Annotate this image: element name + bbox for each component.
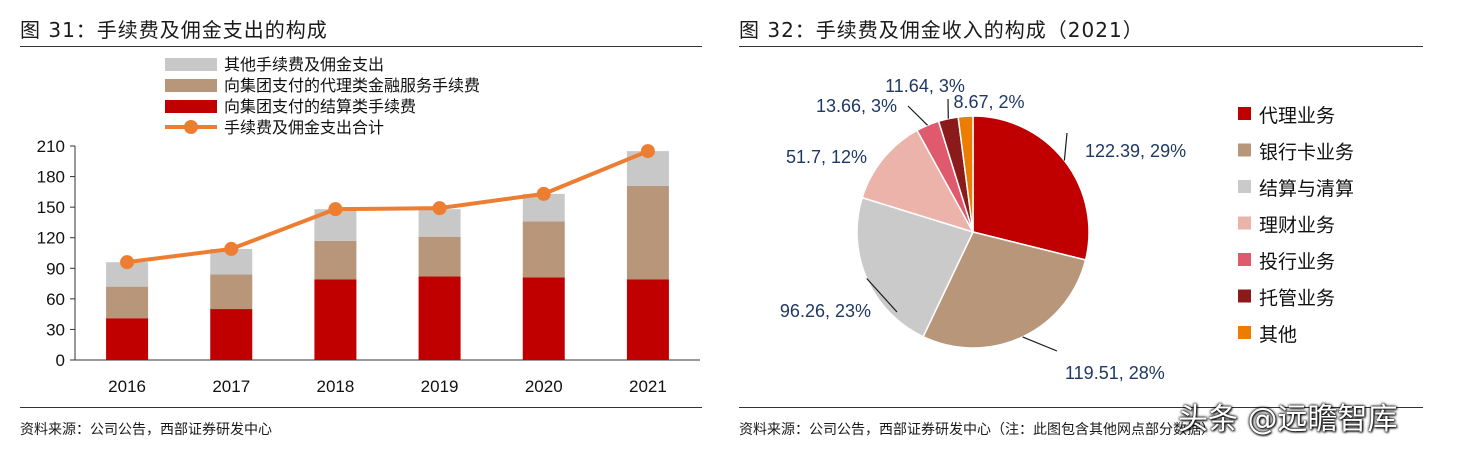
pie-slice	[972, 115, 1090, 261]
legend-swatch	[1238, 107, 1251, 120]
x-tick-label: 2018	[317, 377, 355, 396]
legend-label: 向集团支付的代理类金融服务手续费	[224, 77, 480, 95]
total-point	[432, 201, 447, 216]
legend-label: 向集团支付的结算类手续费	[224, 97, 416, 116]
legend-label: 托管业务	[1259, 288, 1335, 310]
source-rule	[739, 407, 1423, 408]
legend-swatch	[1238, 216, 1251, 230]
leader-line	[1063, 132, 1068, 161]
bar-segment	[522, 221, 565, 278]
legend-label: 结算与清算	[1259, 178, 1354, 200]
legend-swatch	[165, 100, 217, 113]
legend-label: 代理业务	[1259, 105, 1335, 127]
bar-segment	[522, 277, 565, 360]
total-point	[328, 202, 343, 217]
x-tick-label: 2020	[525, 377, 563, 396]
legend-swatch	[1238, 143, 1251, 157]
pie-slice	[957, 115, 974, 233]
x-tick-label: 2019	[421, 377, 459, 396]
y-tick-label: 30	[46, 320, 65, 339]
income-chart-panel: 图 32：手续费及佣金收入的构成（2021） 122.39, 29% 119.51…	[735, 0, 1464, 449]
total-point	[224, 241, 239, 256]
total-point	[640, 144, 655, 159]
y-tick-label: 120	[37, 229, 65, 248]
y-tick-label: 150	[37, 198, 65, 217]
legend-point-swatch	[184, 120, 198, 134]
legend-swatch	[165, 79, 217, 92]
y-tick-label: 60	[46, 290, 65, 309]
income-chart-title: 图 32：手续费及佣金收入的构成（2021）	[739, 18, 1144, 42]
x-tick-label: 2017	[212, 377, 250, 396]
source-rule	[20, 407, 702, 408]
slice-data-label: 51.7, 12%	[786, 147, 867, 167]
slice-data-label: 13.66, 3%	[816, 96, 897, 116]
slice-data-label: 11.64, 3%	[885, 76, 965, 96]
expense-chart-title: 图 31：手续费及佣金支出的构成	[20, 18, 328, 42]
legend-label: 理财业务	[1259, 215, 1335, 237]
legend-label: 其他	[1259, 324, 1297, 346]
bar-segment	[418, 276, 461, 360]
slice-data-label: 96.26, 23%	[780, 301, 871, 321]
pie-slice	[922, 231, 1087, 349]
bar-segment	[314, 240, 357, 280]
x-tick-label: 2016	[108, 377, 146, 396]
expense-chart-source: 资料来源：公司公告，西部证券研发中心	[20, 422, 272, 438]
y-tick-label: 0	[56, 351, 65, 370]
watermark: 头条 @远瞻智库	[1178, 402, 1398, 437]
legend-swatch	[165, 58, 217, 71]
bar-segment	[106, 318, 149, 360]
income-pie-chart: 122.39, 29% 119.51, 28% 96.26, 23% 51.7, 12…	[780, 76, 1354, 383]
total-line	[126, 149, 649, 265]
slice-data-label: 122.39, 29%	[1085, 141, 1186, 161]
bar-segment	[314, 279, 357, 360]
y-tick-label: 210	[37, 137, 65, 156]
total-point	[120, 255, 135, 270]
legend-swatch	[1238, 253, 1251, 266]
legend-swatch	[1238, 180, 1251, 193]
bar-segment	[106, 286, 149, 319]
total-point	[536, 186, 551, 201]
slice-data-label: 119.51, 28%	[1065, 363, 1165, 383]
pie-slice	[861, 129, 975, 234]
y-tick-label: 90	[46, 259, 65, 278]
leader-line	[866, 278, 898, 313]
legend-label: 投行业务	[1259, 251, 1335, 273]
legend-label: 其他手续费及佣金支出	[224, 56, 384, 74]
leader-line	[907, 105, 928, 126]
bar-segment	[626, 279, 669, 360]
income-chart-source: 资料来源：公司公告，西部证券研发中心（注：此图包含其他网点部分数据）	[739, 422, 1215, 438]
expense-stacked-bar-chart: 0 30 60 90 120 150 180 210 2016 2017 2018 2019 2020 2…	[37, 56, 700, 396]
legend-swatch	[1238, 289, 1251, 303]
legend-swatch	[1238, 326, 1251, 339]
title-rule	[20, 46, 702, 47]
y-tick-label: 180	[37, 168, 65, 187]
legend-label: 银行卡业务	[1259, 142, 1354, 164]
bar-segment	[626, 185, 669, 280]
slice-data-label: 8.67, 2%	[953, 92, 1024, 112]
x-tick-label: 2021	[629, 377, 667, 396]
bar-segment	[210, 274, 253, 310]
bar-segment	[210, 309, 253, 360]
expense-chart-panel: 图 31：手续费及佣金支出的构成 0 30 60 90 120 150 180 210 2016…	[0, 0, 710, 449]
legend-label: 手续费及佣金支出合计	[224, 119, 384, 137]
title-rule	[739, 46, 1423, 47]
leader-line	[1022, 336, 1058, 352]
bar-segment	[418, 236, 461, 277]
